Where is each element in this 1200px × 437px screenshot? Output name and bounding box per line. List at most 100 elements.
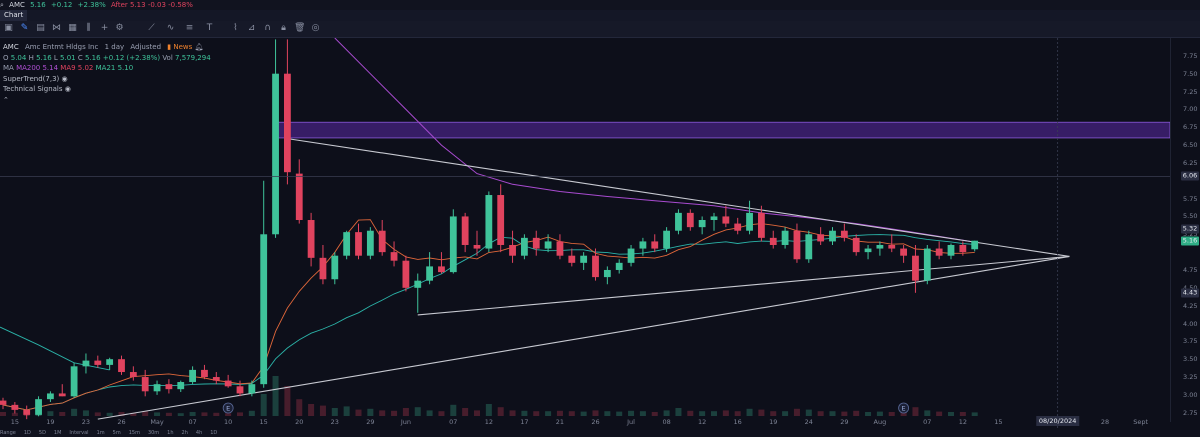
candle-body bbox=[189, 369, 196, 383]
date-tick-label: 16 bbox=[733, 418, 742, 426]
legend-supertrend-row[interactable]: SuperTrend(7,3) ◉ bbox=[3, 74, 211, 85]
range-option[interactable]: 2h bbox=[181, 430, 188, 436]
search-icon[interactable]: ⌕ bbox=[0, 1, 4, 9]
candle-body bbox=[615, 262, 623, 270]
candle-body bbox=[509, 244, 516, 256]
legend-technical-signals-row[interactable]: Technical Signals ◉ bbox=[3, 84, 211, 95]
volume-bar bbox=[711, 411, 717, 416]
collapse-legend-icon[interactable]: ⌃ bbox=[3, 95, 9, 104]
draw-icon[interactable]: ✎ bbox=[20, 23, 29, 33]
visibility-icon[interactable]: ◎ bbox=[311, 23, 320, 33]
range-option[interactable]: 30m bbox=[147, 430, 160, 436]
candle-body bbox=[900, 248, 907, 256]
candle-body bbox=[201, 369, 208, 378]
volume-bar bbox=[663, 410, 670, 416]
volume-bar bbox=[948, 412, 954, 416]
candle-body bbox=[805, 234, 813, 260]
open-label: O bbox=[3, 53, 9, 62]
brush-tool-icon[interactable]: ⌇ bbox=[233, 23, 238, 33]
open-value: 5.04 bbox=[10, 53, 27, 62]
range-option[interactable]: 5D bbox=[38, 430, 46, 436]
volume-bar bbox=[319, 405, 326, 416]
earnings-marker-icon: E bbox=[898, 402, 909, 414]
price-tick-label: 4.50 bbox=[1183, 284, 1197, 292]
news-icon[interactable]: ▮ bbox=[167, 43, 172, 51]
lock-icon[interactable]: 🔒︎ bbox=[281, 23, 286, 33]
candle-body bbox=[378, 230, 386, 253]
eye-icon[interactable]: ◉ bbox=[64, 85, 71, 93]
compare-icon[interactable]: ⋈ bbox=[52, 23, 61, 33]
volume-bar bbox=[165, 412, 172, 416]
legend-ohlc-row: O 5.04 H 5.16 L 5.01 C 5.16 +0.12 (+2.38… bbox=[3, 53, 211, 64]
range-option[interactable]: Range bbox=[0, 430, 16, 436]
candle-body bbox=[248, 384, 256, 394]
volume-bar bbox=[462, 408, 469, 416]
volume-bar bbox=[142, 411, 149, 416]
chart-toolbar: ▣ ✎ ▤ ⋈ ▦ ⫼ + ⚙ ⟋ ∿ ≡ T ⌇ ⊿ ∩ 🔒︎ 🗑︎ ◎ bbox=[0, 21, 1200, 38]
settings-icon[interactable]: ⚙ bbox=[115, 23, 124, 33]
range-option[interactable]: 4h bbox=[195, 430, 203, 436]
earnings-marker-circle bbox=[222, 402, 234, 414]
ruler-tool-icon[interactable]: ⊿ bbox=[247, 23, 256, 33]
candle-body bbox=[94, 360, 102, 365]
candle-body bbox=[343, 232, 351, 256]
news-button[interactable]: News bbox=[173, 43, 193, 51]
candle-body bbox=[935, 248, 943, 256]
adjusted-button[interactable]: Adjusted bbox=[130, 43, 162, 51]
volume-bar bbox=[497, 407, 504, 416]
price-badge: 4.43 bbox=[1181, 288, 1199, 298]
range-option[interactable]: 1M bbox=[53, 430, 62, 436]
volume-bar bbox=[331, 408, 338, 416]
date-tick-label: 19 bbox=[769, 418, 778, 426]
candle-body bbox=[651, 241, 659, 249]
tab-chart[interactable]: Chart bbox=[0, 10, 28, 21]
measure-tool-icon[interactable]: ∿ bbox=[166, 23, 175, 33]
candle-body bbox=[544, 241, 552, 249]
fib-tool-icon[interactable]: ≡ bbox=[185, 23, 194, 33]
eye-icon[interactable]: ◉ bbox=[61, 74, 68, 83]
candle-body bbox=[414, 280, 422, 288]
candle-body bbox=[698, 220, 706, 228]
range-option[interactable]: 5m bbox=[112, 430, 121, 436]
resistance-zone bbox=[275, 121, 1170, 139]
candle-body bbox=[390, 252, 398, 261]
volume-bar bbox=[272, 376, 279, 416]
volume-bar bbox=[71, 408, 78, 416]
earnings-marker-circle bbox=[898, 402, 909, 414]
date-tick-label: May bbox=[150, 418, 164, 426]
range-option[interactable]: 1D bbox=[23, 430, 31, 436]
candle-body bbox=[580, 255, 588, 263]
plus-icon[interactable]: + bbox=[100, 23, 109, 33]
legend-symbol[interactable]: AMC bbox=[3, 43, 19, 51]
price-tick-label: 2.75 bbox=[1183, 408, 1198, 417]
date-tick-label: Aug bbox=[873, 418, 887, 426]
magnet-icon[interactable]: ∩ bbox=[264, 23, 271, 33]
range-option[interactable]: 15m bbox=[128, 430, 140, 436]
candle-body bbox=[355, 232, 362, 256]
ma21-line bbox=[2, 234, 975, 411]
legend-ma-row[interactable]: MA MA200 5.14 MA9 5.02 MA21 5.10 bbox=[3, 63, 211, 74]
candles-icon[interactable]: ⫼ bbox=[86, 23, 91, 33]
trendline-tool-icon[interactable]: ⟋ bbox=[148, 23, 155, 33]
candle-body bbox=[947, 244, 955, 256]
range-option[interactable]: 1h bbox=[167, 430, 174, 436]
volume-bar bbox=[924, 410, 931, 416]
grid-icon[interactable]: ▦ bbox=[68, 23, 77, 33]
interval-button[interactable]: 1 day bbox=[104, 43, 125, 51]
volume-bar bbox=[699, 411, 706, 416]
date-tick-label: 19 bbox=[46, 418, 55, 426]
save-icon[interactable]: ▣ bbox=[4, 23, 13, 33]
range-option[interactable]: Interval bbox=[69, 430, 89, 436]
candle-body bbox=[319, 257, 327, 280]
image-icon[interactable]: ▤ bbox=[36, 23, 45, 33]
date-tick-label: 29 bbox=[840, 418, 849, 426]
trash-icon[interactable]: 🗑︎ bbox=[294, 23, 306, 33]
range-option[interactable]: 1m bbox=[96, 430, 105, 436]
range-option[interactable]: 1D bbox=[210, 430, 218, 436]
close-value: 5.16 bbox=[85, 53, 101, 62]
text-tool-icon[interactable]: T bbox=[206, 23, 213, 33]
ticker-symbol[interactable]: AMC bbox=[9, 1, 25, 9]
volume-bar bbox=[284, 386, 291, 416]
alert-bell-icon[interactable]: 🔔︎ bbox=[194, 43, 204, 51]
